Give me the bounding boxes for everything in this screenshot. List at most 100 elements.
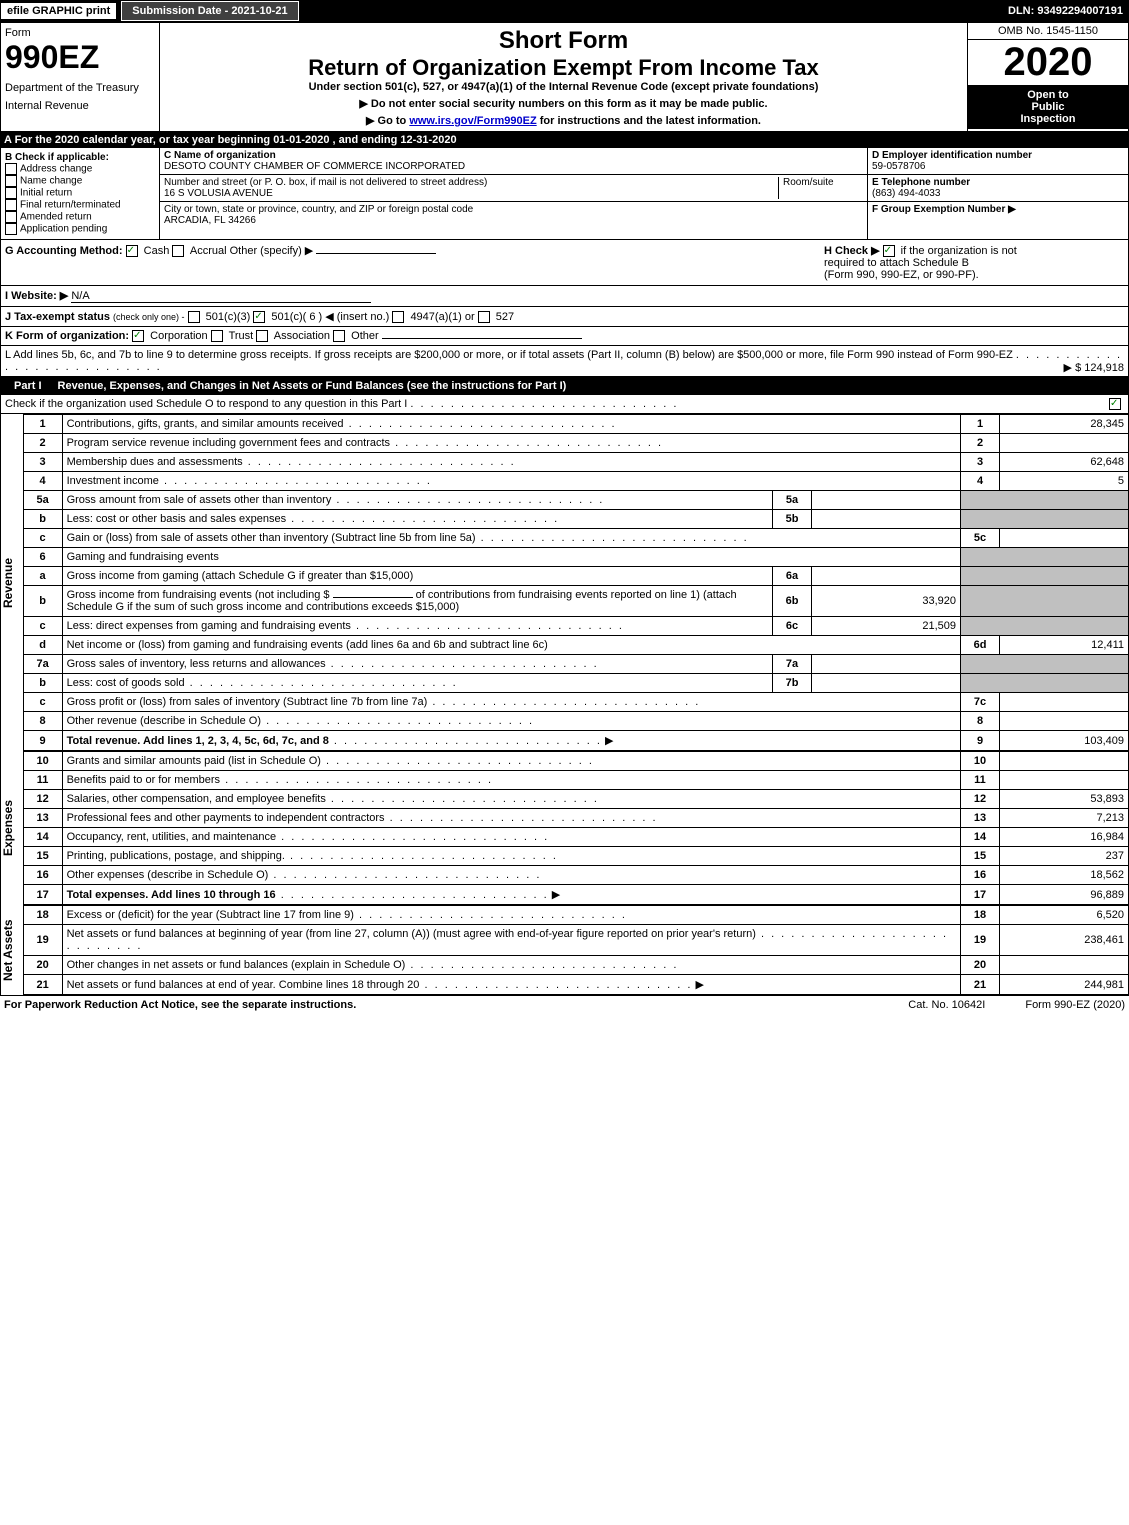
check-dots bbox=[410, 398, 678, 410]
dln: DLN: 93492294007191 bbox=[1008, 5, 1129, 17]
k-label: K Form of organization: bbox=[5, 330, 129, 342]
chk-corp[interactable] bbox=[132, 330, 144, 342]
line-4-num: 4 bbox=[23, 472, 62, 491]
line-12-val: 53,893 bbox=[1000, 790, 1129, 809]
line-3-num: 3 bbox=[23, 453, 62, 472]
line-15-val: 237 bbox=[1000, 847, 1129, 866]
line-21-desc: Net assets or fund balances at end of ye… bbox=[67, 979, 420, 991]
chk-trust[interactable] bbox=[211, 330, 223, 342]
dept-irs: Internal Revenue bbox=[5, 94, 155, 112]
lbl-app-pending: Application pending bbox=[20, 224, 107, 235]
line-8-val bbox=[1000, 712, 1129, 731]
line-10-desc: Grants and similar amounts paid (list in… bbox=[67, 755, 321, 767]
open-to-label: Open to bbox=[968, 89, 1128, 101]
line-5c-rn: 5c bbox=[961, 529, 1000, 548]
line-18-rn: 18 bbox=[961, 906, 1000, 925]
line-14-desc: Occupancy, rent, utilities, and maintena… bbox=[67, 831, 277, 843]
line-5b-mv bbox=[812, 510, 961, 529]
line-6a-mv bbox=[812, 567, 961, 586]
line-6-desc: Gaming and fundraising events bbox=[62, 548, 960, 567]
chk-app-pending[interactable] bbox=[5, 223, 17, 235]
line-7c: cGross profit or (loss) from sales of in… bbox=[23, 693, 1128, 712]
form-code: 990EZ bbox=[5, 39, 155, 76]
line-6b-blank[interactable] bbox=[333, 597, 413, 598]
line-2-val bbox=[1000, 434, 1129, 453]
gray-7b bbox=[961, 674, 1129, 693]
line-21-rn: 21 bbox=[961, 975, 1000, 995]
chk-address-change[interactable] bbox=[5, 163, 17, 175]
chk-name-change[interactable] bbox=[5, 175, 17, 187]
line-14-num: 14 bbox=[23, 828, 62, 847]
lbl-amended: Amended return bbox=[20, 212, 92, 223]
gray-6c bbox=[961, 617, 1129, 636]
line-13-num: 13 bbox=[23, 809, 62, 828]
c-addr-label: Number and street (or P. O. box, if mail… bbox=[164, 177, 778, 188]
gray-6 bbox=[961, 548, 1129, 567]
line-3-desc: Membership dues and assessments bbox=[67, 456, 243, 468]
line-5b-mn: 5b bbox=[773, 510, 812, 529]
line-16-desc: Other expenses (describe in Schedule O) bbox=[67, 869, 269, 881]
chk-initial-return[interactable] bbox=[5, 187, 17, 199]
chk-other-org[interactable] bbox=[333, 330, 345, 342]
chk-cash[interactable] bbox=[126, 245, 138, 257]
chk-amended[interactable] bbox=[5, 211, 17, 223]
line-1-rn: 1 bbox=[961, 415, 1000, 434]
line-6b-desc1: Gross income from fundraising events (no… bbox=[67, 589, 330, 601]
h-text3: (Form 990, 990-EZ, or 990-PF). bbox=[824, 269, 979, 281]
h-label: H Check ▶ bbox=[824, 245, 880, 257]
lbl-address-change: Address change bbox=[20, 164, 92, 175]
efile-graphic-print[interactable]: efile GRAPHIC print bbox=[0, 2, 117, 20]
chk-501c[interactable] bbox=[253, 311, 265, 323]
line-10-rn: 10 bbox=[961, 752, 1000, 771]
instructions-link[interactable]: www.irs.gov/Form990EZ bbox=[409, 115, 536, 127]
line-20-num: 20 bbox=[23, 956, 62, 975]
line-20: 20Other changes in net assets or fund ba… bbox=[23, 956, 1128, 975]
netassets-table: 18Excess or (deficit) for the year (Subt… bbox=[23, 905, 1129, 995]
chk-4947[interactable] bbox=[392, 311, 404, 323]
row-gh: G Accounting Method: Cash Accrual Other … bbox=[0, 240, 1129, 286]
chk-final-return[interactable] bbox=[5, 199, 17, 211]
line-9: 9Total revenue. Add lines 1, 2, 3, 4, 5c… bbox=[23, 731, 1128, 751]
line-8-desc: Other revenue (describe in Schedule O) bbox=[67, 715, 261, 727]
line-2-rn: 2 bbox=[961, 434, 1000, 453]
omb-number: OMB No. 1545-1150 bbox=[968, 23, 1128, 40]
line-8: 8Other revenue (describe in Schedule O)8 bbox=[23, 712, 1128, 731]
d-label: D Employer identification number bbox=[872, 150, 1124, 161]
line-16-rn: 16 bbox=[961, 866, 1000, 885]
line-2-desc: Program service revenue including govern… bbox=[67, 437, 390, 449]
line-16: 16 Other expenses (describe in Schedule O… bbox=[23, 866, 1128, 885]
netassets-vertical-label: Net Assets bbox=[1, 905, 23, 995]
submission-date: Submission Date - 2021-10-21 bbox=[121, 1, 298, 21]
top-header-bar: efile GRAPHIC print Submission Date - 20… bbox=[0, 0, 1129, 22]
chk-assoc[interactable] bbox=[256, 330, 268, 342]
other-org-input[interactable] bbox=[382, 338, 582, 339]
line-21-arrow: ▶ bbox=[696, 979, 704, 991]
chk-527[interactable] bbox=[478, 311, 490, 323]
lbl-corp: Corporation bbox=[150, 330, 207, 342]
h-text1: if the organization is not bbox=[901, 245, 1017, 257]
line-11-val bbox=[1000, 771, 1129, 790]
phone: (863) 494-4033 bbox=[872, 188, 1124, 199]
f-label: F Group Exemption Number ▶ bbox=[872, 204, 1124, 215]
chk-501c3[interactable] bbox=[188, 311, 200, 323]
line-1-desc: Contributions, gifts, grants, and simila… bbox=[67, 418, 344, 430]
gray-7a bbox=[961, 655, 1129, 674]
line-5a-mv bbox=[812, 491, 961, 510]
line-10-num: 10 bbox=[23, 752, 62, 771]
line-9-rn: 9 bbox=[961, 731, 1000, 751]
line-7a-mn: 7a bbox=[773, 655, 812, 674]
other-method-input[interactable] bbox=[316, 253, 436, 254]
line-13-rn: 13 bbox=[961, 809, 1000, 828]
form-id-block: Form 990EZ Department of the Treasury In… bbox=[1, 23, 160, 131]
line-1-val: 28,345 bbox=[1000, 415, 1129, 434]
lbl-501c: 501(c)( 6 ) ◀ (insert no.) bbox=[271, 311, 389, 323]
lbl-final-return: Final return/terminated bbox=[20, 200, 121, 211]
row-g: G Accounting Method: Cash Accrual Other … bbox=[5, 244, 824, 281]
chk-h-not-required[interactable] bbox=[883, 245, 895, 257]
gray-5a bbox=[961, 491, 1129, 510]
line-17-num: 17 bbox=[23, 885, 62, 905]
chk-accrual[interactable] bbox=[172, 245, 184, 257]
chk-schedule-o[interactable] bbox=[1109, 398, 1121, 410]
line-6b: bGross income from fundraising events (n… bbox=[23, 586, 1128, 617]
page-footer: For Paperwork Reduction Act Notice, see … bbox=[0, 995, 1129, 1014]
